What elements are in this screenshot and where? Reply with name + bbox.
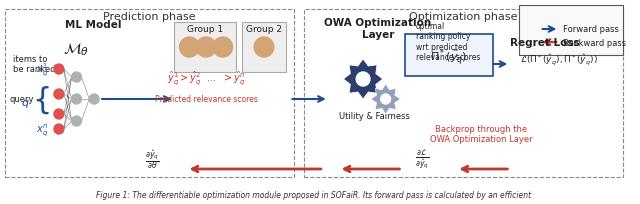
Text: $\Pi^*(\hat{y}_q)$: $\Pi^*(\hat{y}_q)$ bbox=[429, 48, 467, 68]
Text: OWA Optimization
Layer: OWA Optimization Layer bbox=[324, 18, 431, 39]
FancyBboxPatch shape bbox=[173, 23, 237, 73]
Text: query: query bbox=[10, 95, 35, 104]
Circle shape bbox=[72, 116, 81, 126]
Circle shape bbox=[54, 65, 64, 75]
Text: $x_q^1$: $x_q^1$ bbox=[36, 61, 49, 78]
Text: $\frac{\partial \mathcal{L}}{\partial \hat{y}_q}$: $\frac{\partial \mathcal{L}}{\partial \h… bbox=[415, 148, 429, 171]
FancyBboxPatch shape bbox=[519, 6, 623, 56]
Text: q: q bbox=[22, 98, 29, 108]
FancyBboxPatch shape bbox=[243, 23, 285, 73]
Circle shape bbox=[180, 38, 199, 58]
Text: Utility & Fairness: Utility & Fairness bbox=[339, 111, 410, 120]
Text: $\hat{y}_q^1 > \hat{y}_q^2$  ...  $> \hat{y}_q^n$: $\hat{y}_q^1 > \hat{y}_q^2$ ... $> \hat{… bbox=[166, 69, 246, 86]
Circle shape bbox=[213, 38, 232, 58]
Circle shape bbox=[381, 94, 390, 104]
Circle shape bbox=[54, 110, 64, 119]
Text: Figure 1: The differentiable optimization module proposed in SOFaiR. Its forward: Figure 1: The differentiable optimizatio… bbox=[97, 190, 532, 199]
Text: Regret Loss: Regret Loss bbox=[510, 38, 579, 48]
Text: Group 2: Group 2 bbox=[246, 25, 282, 34]
Circle shape bbox=[90, 94, 99, 104]
FancyBboxPatch shape bbox=[405, 35, 493, 77]
Text: $\frac{\partial \hat{y}_q}{\partial \theta}$: $\frac{\partial \hat{y}_q}{\partial \the… bbox=[145, 147, 159, 171]
Polygon shape bbox=[344, 60, 383, 100]
Text: $x_q^n$: $x_q^n$ bbox=[36, 121, 49, 137]
Text: Backward pass: Backward pass bbox=[563, 38, 627, 47]
Circle shape bbox=[72, 94, 81, 104]
Circle shape bbox=[254, 38, 274, 58]
Text: {: { bbox=[33, 85, 52, 114]
Circle shape bbox=[356, 73, 370, 86]
Circle shape bbox=[54, 124, 64, 134]
Circle shape bbox=[72, 73, 81, 83]
Text: Optimization phase: Optimization phase bbox=[409, 12, 517, 22]
Circle shape bbox=[196, 38, 216, 58]
Text: Backprop through the
OWA Optimization Layer: Backprop through the OWA Optimization La… bbox=[429, 124, 532, 144]
Text: ML Model: ML Model bbox=[65, 20, 122, 30]
Circle shape bbox=[54, 90, 64, 100]
Text: Forward pass: Forward pass bbox=[563, 25, 619, 34]
Text: Predicted relevance scores: Predicted relevance scores bbox=[155, 94, 257, 103]
Text: $\mathcal{M}_\theta$: $\mathcal{M}_\theta$ bbox=[63, 41, 90, 58]
Text: Prediction phase: Prediction phase bbox=[103, 12, 195, 22]
Polygon shape bbox=[371, 85, 401, 114]
Text: items to
be ranked: items to be ranked bbox=[13, 55, 55, 74]
Text: $\mathcal{L}(\Pi^*(\hat{y}_q), \Pi^*(\hat{y}_q))$: $\mathcal{L}(\Pi^*(\hat{y}_q), \Pi^*(\ha… bbox=[520, 52, 598, 67]
Text: Group 1: Group 1 bbox=[187, 25, 223, 34]
Text: optimal
ranking policy
wrt predicted
relevance scores: optimal ranking policy wrt predicted rel… bbox=[416, 22, 481, 62]
